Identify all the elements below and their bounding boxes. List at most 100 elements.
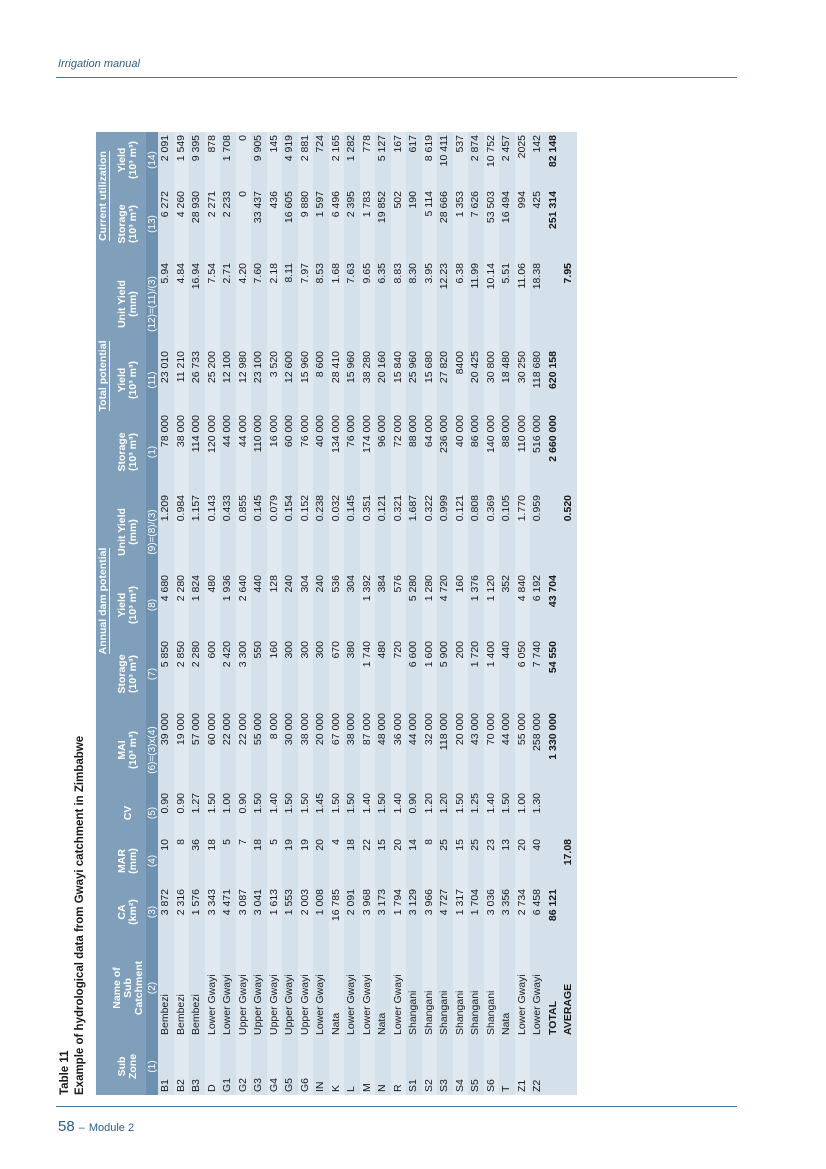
table-cell: 0.520 [562,495,574,522]
table-title: Example of hydrological data from Gwayi … [74,735,86,1095]
table-cell: 16 785 [329,889,342,922]
group-header-total: Total potential [96,340,110,412]
table-cell: 0 [236,135,249,141]
table-cell: 720 [391,641,404,659]
table-cell: 2 881 [298,135,311,162]
table-cell: 352 [500,575,512,593]
table-cell: 5 [221,839,233,845]
footer-separator: – [78,1122,85,1134]
table-cell: S5 [469,1079,481,1092]
table-cell: Lower Gwayi [360,974,373,1035]
table-cell: 6 050 [515,641,528,668]
table-cell: 0.105 [500,495,512,522]
table-cell: 0.999 [438,495,450,522]
table-cell: 1 597 [314,191,326,218]
column-index: (8) [146,572,158,638]
table-cell: 6.38 [453,263,466,284]
table-row: G2 Upper Gwayi 3 087 7 0.90 22 000 3 300 2 640 0… [235,132,251,1095]
table-cell: 8 [174,839,187,845]
column-header: Unit Yield (mm) [110,260,146,348]
table-row: S6 Shangani 3 036 23 1.40 70 000 1 400 1 120 0.3… [483,132,499,1095]
column-header-line: (mm) [127,848,139,874]
column-header-line: (10³ m³) [127,361,139,399]
table-cell: 236 000 [438,415,450,453]
table-cell: 1.20 [438,793,450,814]
table-cell: 8 [422,839,435,845]
table-cell: 12 600 [283,351,295,384]
table-row: L Lower Gwayi 2 091 18 1.50 38 000 380 304 0.145… [344,132,360,1095]
table-cell: 3 968 [360,889,373,916]
table-cell: N [376,1084,388,1092]
table-cell: 1 708 [221,135,233,162]
table-cell: 1.40 [360,793,373,814]
table-cell: 18 480 [500,351,512,384]
table-cell: 87 000 [360,713,373,746]
column-index: (3) [146,886,158,938]
table-cell: 3 087 [236,889,249,916]
table-cell: 17.08 [562,839,574,866]
table-row: G6 Upper Gwayi 2 003 19 1.50 38 000 300 304 0.15… [297,132,313,1095]
table-row: G5 Upper Gwayi 1 553 19 1.50 30 000 300 240 0.15… [282,132,298,1095]
table-cell [561,710,577,790]
module-label: Module 2 [88,1122,135,1134]
table-cell: 2 660 000 [546,415,559,462]
table-cell: 33 437 [252,191,264,224]
table-cell: 128 [267,575,280,593]
table-cell: 7 [236,839,249,845]
table-cell: 537 [453,135,466,153]
table-cell: 20 425 [469,351,481,384]
table-cell: G6 [298,1077,311,1092]
table-cell: S6 [484,1079,497,1092]
table-cell: 5 114 [422,191,435,217]
table-cell: 15 960 [345,351,357,384]
column-header: MAR (mm) [110,836,146,886]
table-cell: 1.50 [205,793,218,814]
table-cell: 0.959 [531,495,543,522]
table-cell: G1 [221,1077,233,1092]
table-cell: 23 [484,839,497,851]
table-cell: 28 410 [329,351,342,384]
table-cell: 3 356 [500,889,512,916]
table-cell [546,836,562,886]
table-cell: 96 000 [376,415,388,448]
table-row: S1 Shangani 3 129 14 0.90 44 000 6 600 5 280 1.6… [406,132,422,1095]
table-cell: 536 [329,575,342,593]
table-cell: 57 000 [190,713,202,746]
group-header-total-cell: Total potential [96,260,110,492]
table-cell: 7 740 [531,641,543,668]
table-cell: 15 [453,839,466,851]
table-cell [561,572,577,638]
table-cell: 11.99 [469,263,481,289]
table-cell: 70 000 [484,713,497,746]
table-cell: 10 411 [438,135,450,167]
table-cell [561,348,577,412]
table-cell: Bembezi [174,994,187,1035]
table-cell [561,1038,577,1095]
table-cell: 15 840 [391,351,404,384]
table-cell: 28 666 [438,191,450,224]
table-cell: 1 282 [345,135,357,162]
table-cell: 60 000 [205,713,218,746]
group-header-current: Current utilization [96,151,110,241]
column-header: Name of Sub Catchment [110,938,146,1038]
table-cell: Lower Gwayi [221,974,233,1035]
table-cell: 7.95 [562,263,574,284]
table-cell: 16 494 [500,191,512,224]
table-cell: Z2 [531,1079,543,1092]
table-cell: Upper Gwayi [236,974,249,1035]
table-cell: G4 [267,1077,280,1092]
table-cell: 0.121 [376,495,388,522]
table-cell: 64 000 [422,415,435,448]
table-cell: 86 000 [469,415,481,448]
table-cell [561,132,577,188]
table-cell: 251 314 [546,191,559,229]
table-cell: 44 000 [500,713,512,746]
table-cell: 6.35 [376,263,388,284]
column-header: Yield (10³ m³) [110,572,146,638]
table-cell: 2 734 [515,889,528,916]
table-cell: Lower Gwayi [515,974,528,1035]
table-cell: 88 000 [407,415,419,448]
table-cell: Bembezi [190,994,202,1035]
table-cell: 300 [314,641,326,659]
table-cell: Shangani [469,990,481,1035]
